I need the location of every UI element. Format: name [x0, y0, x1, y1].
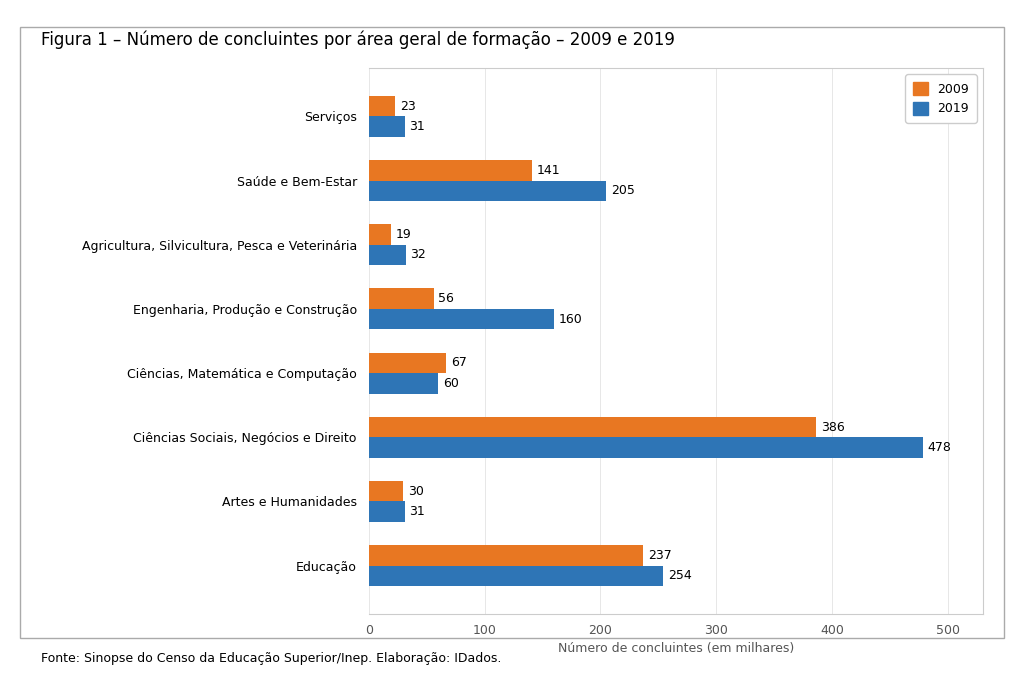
Bar [369, 95, 395, 117]
Bar [369, 160, 532, 181]
Text: 56: 56 [438, 292, 454, 305]
Bar [369, 437, 923, 458]
Text: 23: 23 [400, 100, 416, 113]
Bar [369, 117, 404, 137]
Bar [369, 417, 816, 437]
Bar [369, 481, 403, 501]
Bar [369, 353, 446, 373]
Bar [369, 245, 406, 265]
Text: Fonte: Sinopse do Censo da Educação Superior/Inep. Elaboração: IDados.: Fonte: Sinopse do Censo da Educação Supe… [41, 652, 502, 665]
Text: 160: 160 [559, 312, 583, 326]
Bar [369, 373, 438, 394]
Text: 30: 30 [408, 485, 424, 498]
Text: 31: 31 [410, 505, 425, 518]
Legend: 2009, 2019: 2009, 2019 [905, 74, 977, 123]
Text: 478: 478 [928, 441, 951, 454]
Bar [369, 224, 391, 245]
Bar [369, 565, 664, 587]
Bar [369, 501, 404, 522]
Text: Figura 1 – Número de concluintes por área geral de formação – 2009 e 2019: Figura 1 – Número de concluintes por áre… [41, 31, 675, 49]
Bar [369, 309, 554, 329]
Text: 31: 31 [410, 120, 425, 133]
Text: 67: 67 [451, 356, 467, 370]
Text: 237: 237 [648, 549, 672, 562]
Bar [369, 181, 606, 201]
Text: 205: 205 [611, 184, 635, 197]
Text: 60: 60 [442, 377, 459, 390]
Bar [369, 288, 433, 309]
Text: 141: 141 [537, 164, 560, 177]
Text: 32: 32 [411, 248, 426, 261]
Text: 254: 254 [668, 569, 691, 582]
X-axis label: Número de concluintes (em milhares): Número de concluintes (em milhares) [558, 642, 794, 655]
Bar [369, 545, 643, 565]
Text: 386: 386 [821, 421, 845, 434]
Text: 19: 19 [395, 228, 411, 241]
